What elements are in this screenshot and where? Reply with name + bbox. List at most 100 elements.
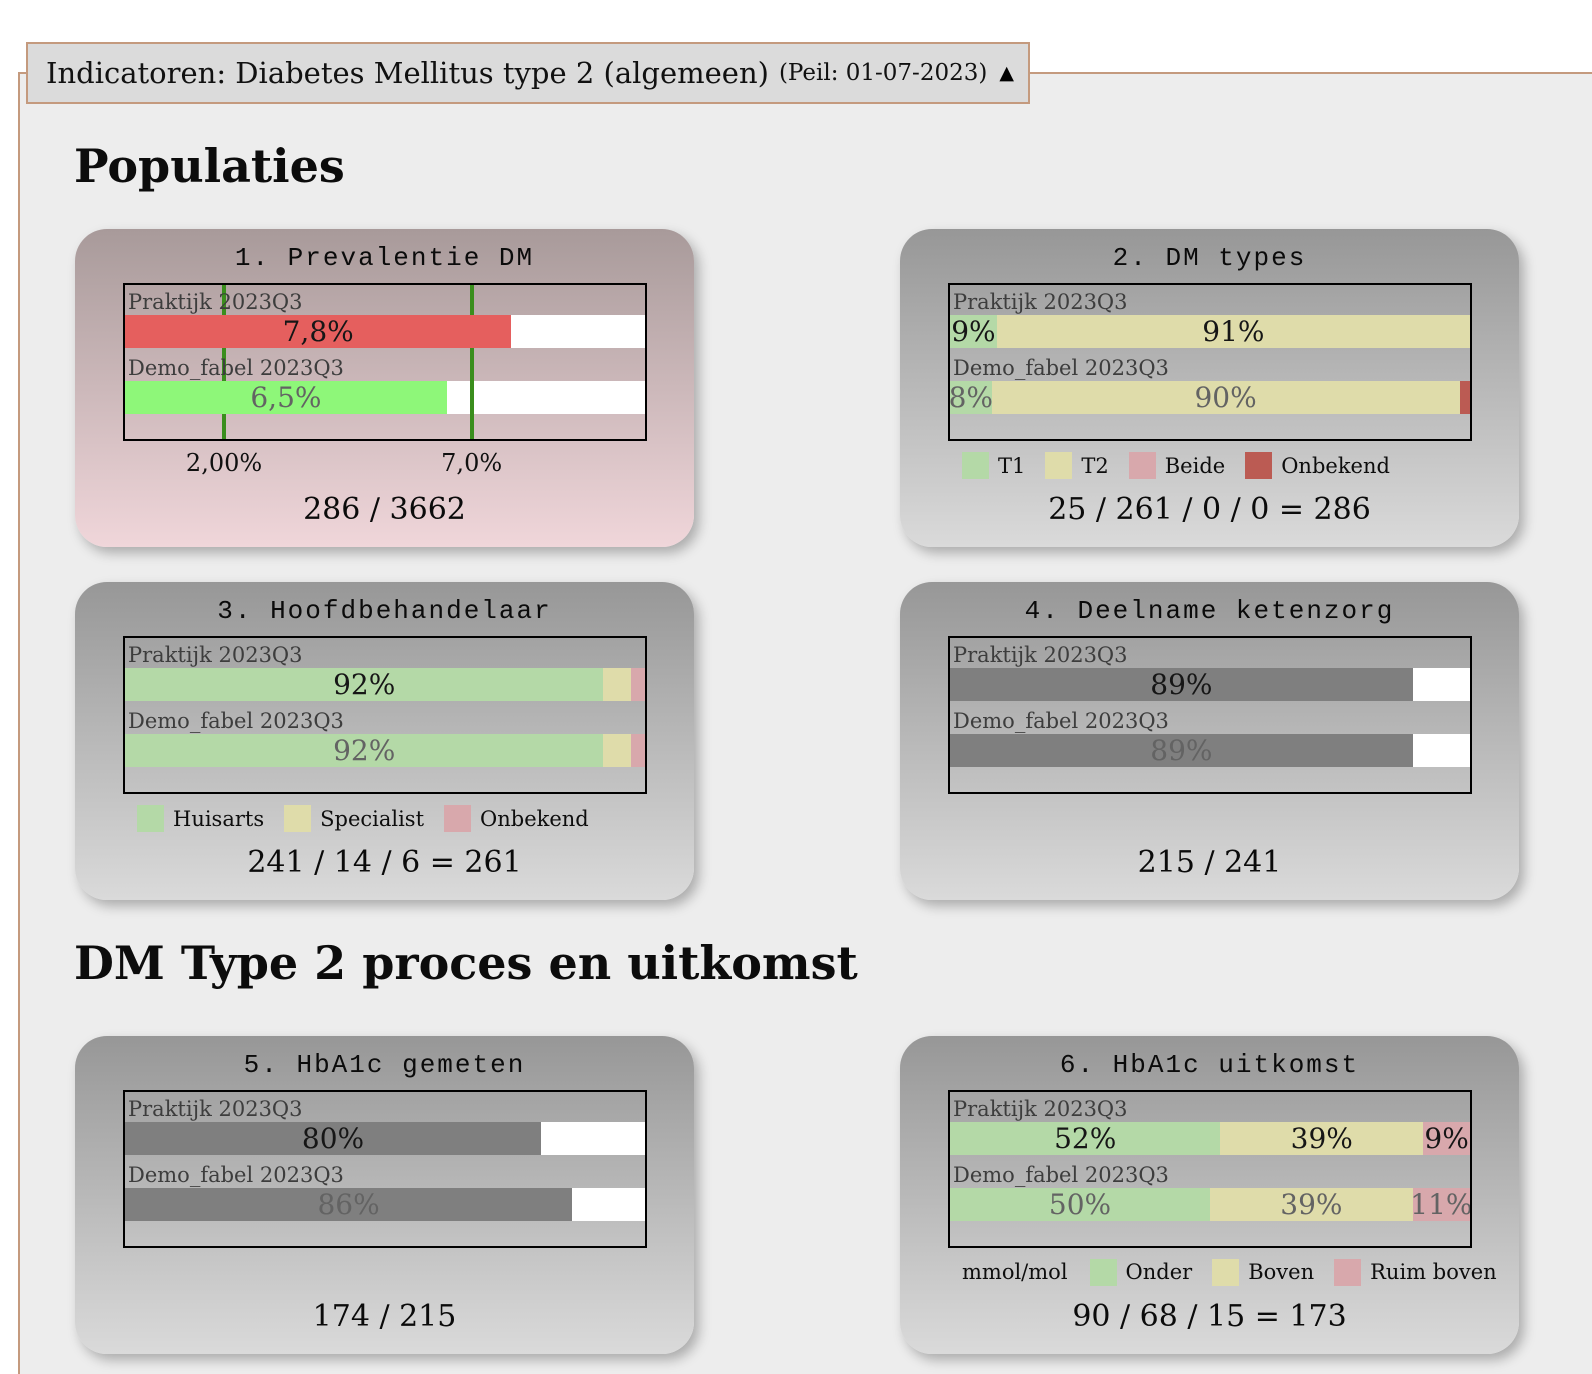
legend-swatch-brick_red [1245, 452, 1273, 480]
bar-row: Praktijk 2023Q3 7,8% [125, 290, 645, 349]
chart-box: Praktijk 2023Q3 7,8% Demo_fabel 2023Q3 6,5% [123, 283, 647, 442]
bar-segment-dusty_pink: 9% [1423, 1121, 1470, 1155]
benchmark-line [469, 285, 474, 440]
legend-item: Onbekend [444, 805, 589, 833]
bar-value-label: 7,8% [282, 315, 354, 349]
bar-value-label: 86% [317, 1187, 380, 1221]
section-populaties: Populaties 1. Prevalentie DM Praktijk 202… [20, 139, 1592, 901]
legend-swatch-khaki [284, 805, 312, 833]
chart-area: Praktijk 2023Q3 80% Demo_fabel 2023Q3 86% [123, 1089, 647, 1248]
bar-row: Praktijk 2023Q3 92% [125, 643, 645, 702]
legend-swatch-dusty_pink [444, 805, 472, 833]
bar-row-label: Demo_fabel 2023Q3 [128, 356, 344, 381]
card-title: 3. Hoofdbehandelaar [217, 596, 552, 627]
bar-segment-dark_gray: 80% [125, 1121, 541, 1155]
bar-value-label: 8% [948, 381, 994, 415]
indicator-panel-body: Populaties 1. Prevalentie DM Praktijk 202… [18, 72, 1592, 1374]
indicator-card-hba1c-gemeten: 5. HbA1c gemeten Praktijk 2023Q3 80% Demo_f… [75, 1035, 694, 1354]
legend-swatch-khaki [1212, 1258, 1240, 1286]
legend-swatch-dusty_pink [1334, 1258, 1362, 1286]
card-title: 6. HbA1c uitkomst [1059, 1049, 1360, 1080]
chart-box: Praktijk 2023Q3 80% Demo_fabel 2023Q3 86% [123, 1089, 647, 1248]
legend-label: Specialist [320, 806, 425, 831]
bar-row: Demo_fabel 2023Q3 89% [950, 709, 1470, 768]
bar-value-label: 89% [1150, 668, 1213, 702]
section-heading-dm2-proces: DM Type 2 proces en uitkomst [74, 936, 858, 991]
bar-track: 8% 90% [948, 381, 1470, 415]
bar-segment-red: 7,8% [125, 315, 512, 349]
axis-tick-label: 2,00% [185, 449, 263, 478]
legend-item: Onbekend [1245, 452, 1390, 480]
bar-track: 50% 39% 11% [950, 1187, 1472, 1221]
summary-value: 25 / 261 / 0 / 0 = 286 [1048, 492, 1371, 528]
bar-segment-dusty_pink [631, 734, 645, 768]
bar-segment-dark_gray: 89% [950, 668, 1413, 702]
bar-track: 9% 91% [950, 315, 1470, 349]
bar-row-label: Praktijk 2023Q3 [128, 290, 303, 315]
accordion-header[interactable]: Indicatoren: Diabetes Mellitus type 2 (a… [26, 42, 1030, 104]
section-dm2-proces: DM Type 2 proces en uitkomst 5. HbA1c ge… [20, 936, 1592, 1354]
card-grid-dm2-proces: 5. HbA1c gemeten Praktijk 2023Q3 80% Demo_f… [75, 1035, 1592, 1354]
legend-unit-label: mmol/mol [962, 1260, 1068, 1285]
bar-row-label: Demo_fabel 2023Q3 [953, 356, 1169, 381]
legend-label: Onbekend [1281, 453, 1390, 478]
bar-remainder [1412, 734, 1470, 768]
bar-track: 80% [125, 1121, 645, 1155]
bar-segment-brick_red [1459, 381, 1470, 415]
legend-label: T1 [998, 453, 1026, 478]
collapse-arrow-icon[interactable]: ▲ [999, 61, 1014, 84]
bar-segment-pastel_green: 8% [948, 381, 994, 415]
card-title: 4. Deelname ketenzorg [1024, 596, 1395, 627]
chart-area: Praktijk 2023Q3 9% 91% Demo_fabel 2023Q3 8% 9… [948, 283, 1472, 442]
bar-remainder [572, 1187, 645, 1221]
bar-track: 7,8% [125, 315, 645, 349]
indicator-card-dm-types: 2. DM types Praktijk 2023Q3 9% 91% Demo_fabe… [900, 229, 1519, 548]
bar-value-label: 50% [1048, 1187, 1112, 1221]
bar-value-label: 6,5% [250, 381, 322, 415]
summary-value: 215 / 241 [1137, 845, 1282, 881]
bar-row: Demo_fabel 2023Q3 8% 90% [948, 356, 1470, 415]
bar-row-label: Praktijk 2023Q3 [953, 1096, 1128, 1121]
chart-area: Praktijk 2023Q3 7,8% Demo_fabel 2023Q3 6,5%… [123, 283, 647, 477]
chart-box: Praktijk 2023Q3 52% 39% 9% Demo_fabel 2023Q3… [948, 1089, 1472, 1248]
section-heading-populaties: Populaties [74, 139, 345, 193]
bar-remainder [1412, 668, 1470, 702]
bar-segment-pastel_green: 52% [950, 1121, 1221, 1155]
bar-value-label: 92% [333, 668, 396, 702]
chart-box: Praktijk 2023Q3 92% Demo_fabel 2023Q3 92% [123, 636, 647, 795]
card-title: 2. DM types [1112, 243, 1307, 274]
legend-item: T2 [1045, 452, 1109, 480]
card-title: 1. Prevalentie DM [234, 243, 535, 274]
legend-item: Huisarts [137, 805, 264, 833]
bar-segment-pastel_green: 9% [950, 315, 997, 349]
bar-segment-khaki: 39% [1210, 1187, 1413, 1221]
card-title: 5. HbA1c gemeten [243, 1049, 526, 1080]
bar-segment-khaki [603, 668, 632, 702]
bar-segment-khaki: 39% [1220, 1121, 1424, 1155]
legend-swatch-pastel_green [962, 452, 989, 480]
legend: Huisarts Specialist Onbekend [137, 805, 674, 833]
legend-swatch-pastel_green [1089, 1258, 1117, 1286]
bar-track: 89% [950, 734, 1470, 768]
bar-track: 92% [125, 734, 645, 768]
legend-swatch-pastel_green [137, 805, 164, 833]
bar-value-label: 11% [1410, 1187, 1472, 1221]
card-grid-populaties: 1. Prevalentie DM Praktijk 2023Q3 7,8% Demo… [75, 229, 1592, 901]
bar-segment-dark_gray: 89% [950, 734, 1413, 768]
summary-value: 90 / 68 / 15 = 173 [1072, 1298, 1347, 1334]
bar-value-label: 39% [1280, 1187, 1343, 1221]
bar-row-label: Praktijk 2023Q3 [953, 290, 1128, 315]
bar-row-label: Praktijk 2023Q3 [128, 1096, 303, 1121]
bar-segment-khaki: 90% [991, 381, 1460, 415]
bar-segment-pastel_green: 50% [950, 1187, 1210, 1221]
bar-value-label: 91% [1202, 315, 1265, 349]
chart-area: Praktijk 2023Q3 89% Demo_fabel 2023Q3 89% [948, 636, 1472, 795]
bar-segment-khaki: 91% [996, 315, 1470, 349]
bar-row: Demo_fabel 2023Q3 6,5% [125, 356, 645, 415]
legend-label: Onbekend [480, 806, 589, 831]
bar-track: 86% [125, 1187, 645, 1221]
bar-row-label: Demo_fabel 2023Q3 [953, 1162, 1169, 1187]
benchmark-line [222, 285, 227, 440]
legend-swatch-dusty_pink [1128, 452, 1156, 480]
indicator-card-hba1c-uitkomst: 6. HbA1c uitkomst Praktijk 2023Q3 52% 39% 9%… [900, 1035, 1519, 1354]
